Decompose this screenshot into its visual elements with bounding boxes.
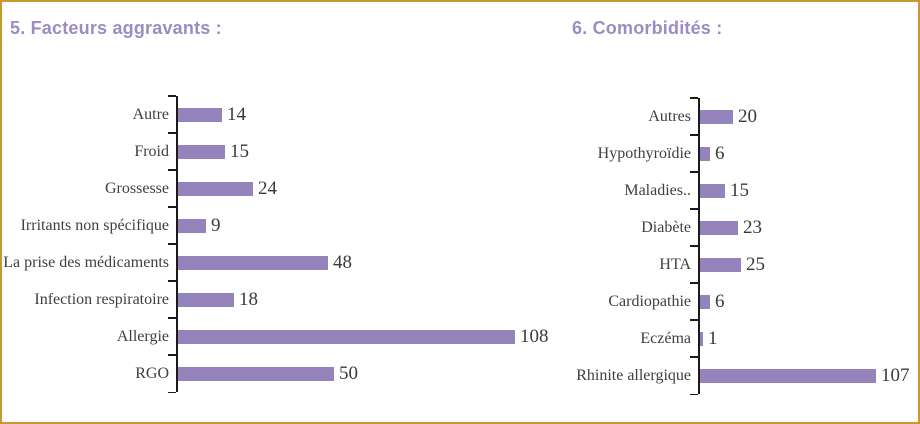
- value-label: 20: [738, 106, 757, 127]
- category-label: Autre: [132, 105, 169, 123]
- value-label: 1: [708, 328, 718, 349]
- chart-row: Autres 20: [562, 97, 918, 135]
- chart-row: Rhinite allergique 107: [562, 356, 918, 395]
- chart-row: La prise des médicaments 48: [2, 243, 560, 281]
- bar: [700, 368, 876, 383]
- category-label: Diabète: [641, 218, 691, 236]
- category-label: Hypothyroïdie: [597, 144, 691, 162]
- chart-row: Irritants non spécifique 9: [2, 206, 560, 244]
- value-label: 107: [881, 365, 910, 386]
- category-label: Maladies..: [624, 181, 691, 199]
- plot-area: 1: [690, 319, 918, 357]
- chart-row: Eczéma 1: [562, 319, 918, 357]
- category-label: Cardiopathie: [608, 292, 691, 310]
- plot-area: 6: [690, 282, 918, 320]
- category-label: Infection respiratoire: [34, 290, 169, 308]
- plot-area: 6: [690, 134, 918, 172]
- category-label: Allergie: [116, 327, 169, 345]
- chart-row: Allergie 108: [2, 317, 560, 355]
- value-label: 15: [730, 180, 749, 201]
- plot-area: 15: [690, 171, 918, 209]
- chart-row: Grossesse 24: [2, 169, 560, 207]
- bar: [178, 292, 234, 307]
- category-label: HTA: [659, 255, 691, 273]
- chart-row: Infection respiratoire 18: [2, 280, 560, 318]
- value-label: 50: [339, 363, 358, 384]
- plot-area: 9: [168, 206, 560, 244]
- category-label: Rhinite allergique: [576, 366, 691, 384]
- chart-row: Diabète 23: [562, 208, 918, 246]
- plot-area: 107: [690, 356, 918, 395]
- bar: [700, 257, 741, 272]
- category-label: Autres: [648, 107, 691, 125]
- category-label: Irritants non spécifique: [20, 216, 169, 234]
- bar: [178, 366, 334, 381]
- plot-area: 18: [168, 280, 560, 318]
- bar: [178, 329, 515, 344]
- value-label: 108: [520, 326, 549, 347]
- category-label: Eczéma: [640, 329, 691, 347]
- value-label: 6: [715, 143, 725, 164]
- category-label: Grossesse: [105, 179, 169, 197]
- chart-row: Hypothyroïdie 6: [562, 134, 918, 172]
- plot-area: 14: [168, 95, 560, 133]
- bar: [700, 146, 710, 161]
- plot-area: 20: [690, 97, 918, 135]
- plot-area: 15: [168, 132, 560, 170]
- value-label: 48: [333, 252, 352, 273]
- plot-area: 50: [168, 354, 560, 393]
- plot-area: 25: [690, 245, 918, 283]
- plot-area: 48: [168, 243, 560, 281]
- bar: [178, 181, 253, 196]
- chart-row: RGO 50: [2, 354, 560, 393]
- chart-row: HTA 25: [562, 245, 918, 283]
- plot-area: 24: [168, 169, 560, 207]
- chart-facteurs-aggravants: Autre 14 Froid 15 Grossesse 24 Irritants non s…: [2, 95, 560, 393]
- bar: [178, 144, 225, 159]
- value-label: 14: [227, 104, 246, 125]
- bar: [700, 220, 738, 235]
- chart-row: Maladies.. 15: [562, 171, 918, 209]
- value-label: 15: [230, 141, 249, 162]
- bar: [178, 107, 222, 122]
- bar: [700, 331, 703, 346]
- chart1-title: 5. Facteurs aggravants :: [10, 18, 222, 38]
- bar: [700, 183, 725, 198]
- chart-row: Autre 14: [2, 95, 560, 133]
- chart-comorbidites: Autres 20 Hypothyroïdie 6 Maladies.. 15 Diabèt…: [562, 97, 918, 395]
- bar: [178, 218, 206, 233]
- category-label: RGO: [135, 364, 169, 382]
- bar: [700, 109, 733, 124]
- value-label: 24: [258, 178, 277, 199]
- value-label: 25: [746, 254, 765, 275]
- chart-row: Cardiopathie 6: [562, 282, 918, 320]
- category-label: La prise des médicaments: [3, 253, 169, 271]
- value-label: 9: [211, 215, 221, 236]
- chart2-title: 6. Comorbidités :: [572, 18, 723, 38]
- category-label: Froid: [134, 142, 169, 160]
- value-label: 18: [239, 289, 258, 310]
- bar: [700, 294, 710, 309]
- bar: [178, 255, 328, 270]
- plot-area: 108: [168, 317, 560, 355]
- value-label: 6: [715, 291, 725, 312]
- value-label: 23: [743, 217, 762, 238]
- plot-area: 23: [690, 208, 918, 246]
- chart-row: Froid 15: [2, 132, 560, 170]
